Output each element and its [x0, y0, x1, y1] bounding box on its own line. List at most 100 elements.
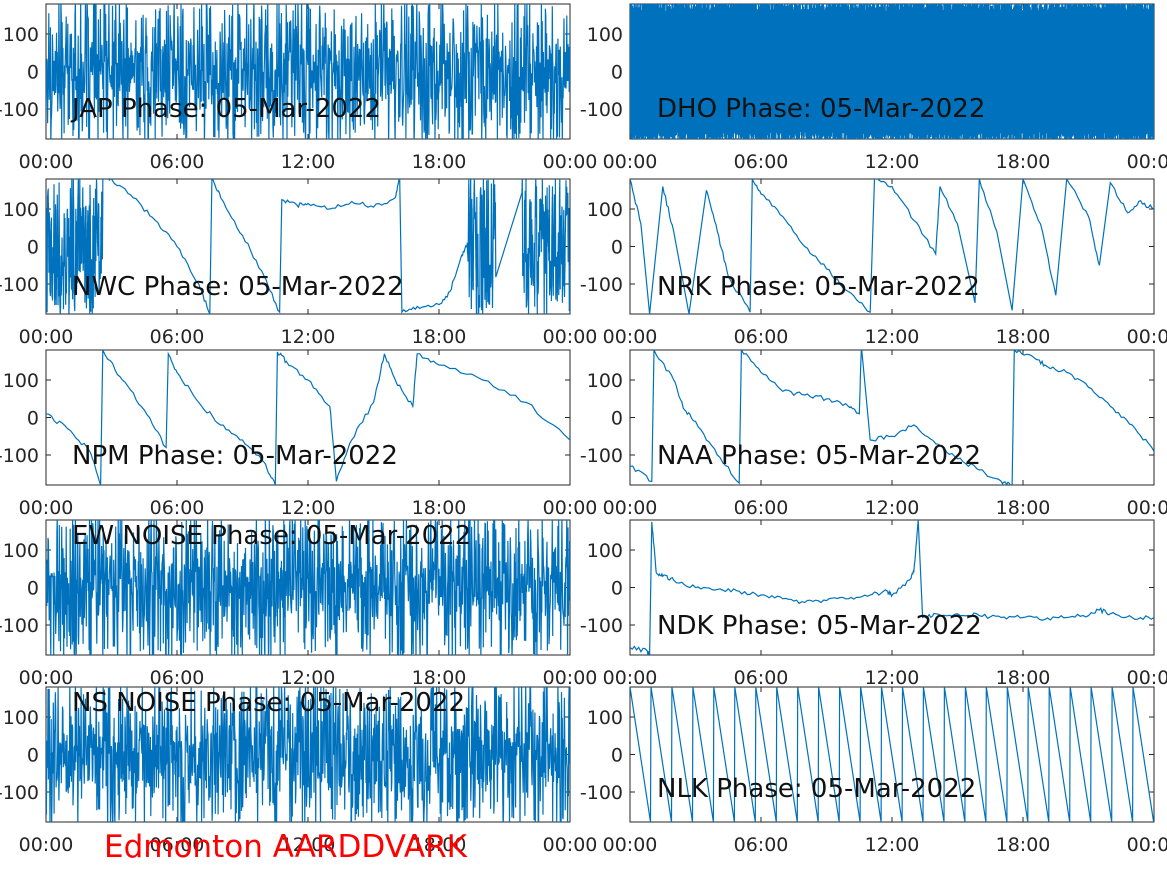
phase-trace [630, 179, 1154, 314]
x-tick-label: 00:00 [543, 151, 598, 173]
y-tick-label: -100 [580, 445, 623, 467]
x-tick-label: 00:00 [543, 497, 598, 519]
y-tick-label: 0 [611, 745, 623, 767]
panel-title: DHO Phase: 05-Mar-2022 [657, 94, 985, 124]
x-tick-label: 00:00 [19, 667, 74, 689]
panel-title: NS NOISE Phase: 05-Mar-2022 [72, 688, 465, 718]
x-tick-label: 18:00 [412, 667, 467, 689]
axes-box [45, 349, 571, 486]
phase-trace [46, 4, 570, 139]
y-tick-label: 100 [3, 24, 39, 46]
x-tick-label: 00:00 [19, 326, 74, 348]
panel-title: NAA Phase: 05-Mar-2022 [657, 441, 981, 471]
y-tick-label: 0 [27, 408, 39, 430]
panel-3: 100 0 -100 00:00 06:00 12:00 18:00 00:00 NRK Pha… [580, 178, 1167, 348]
x-tick-label: 06:00 [734, 497, 789, 519]
x-tick-label: 18:00 [412, 834, 467, 856]
panel-2: 100 0 -100 00:00 06:00 12:00 18:00 00:00 NWC Pha… [0, 178, 597, 348]
x-tick-label: 06:00 [150, 834, 205, 856]
x-tick-label: 06:00 [150, 151, 205, 173]
x-tick-label: 00:00 [603, 667, 658, 689]
x-tick-label: 18:00 [996, 326, 1051, 348]
y-tick-label: 100 [3, 707, 39, 729]
panel-0: 100 0 -100 00:00 06:00 12:00 18:00 00:00 JAP Pha… [0, 3, 598, 173]
panel-6: 100 0 -100 00:00 06:00 12:00 18:00 00:00 EW NOIS… [0, 519, 598, 689]
panel-1: 100 0 -100 00:00 06:00 12:00 18:00 00:00 DHO Pha… [580, 3, 1167, 173]
x-tick-label: 06:00 [150, 667, 205, 689]
y-tick-label: -100 [0, 274, 39, 296]
y-tick-label: -100 [580, 99, 623, 121]
y-tick-label: 100 [3, 540, 39, 562]
x-tick-label: 12:00 [281, 834, 336, 856]
x-tick-label: 12:00 [865, 667, 920, 689]
y-tick-label: -100 [580, 615, 623, 637]
x-tick-label: 12:00 [281, 667, 336, 689]
x-tick-label: 00:00 [603, 326, 658, 348]
y-tick-label: 0 [611, 408, 623, 430]
x-tick-label: 06:00 [150, 497, 205, 519]
panel-title: NWC Phase: 05-Mar-2022 [72, 272, 404, 302]
y-tick-label: 100 [587, 199, 623, 221]
x-tick-label: 00:00 [1127, 151, 1167, 173]
x-tick-label: 00:00 [1127, 667, 1167, 689]
panel-7: 100 0 -100 00:00 06:00 12:00 18:00 00:00 NDK Pha… [580, 519, 1167, 689]
panel-4: 100 0 -100 00:00 06:00 12:00 18:00 00:00 NPM Pha… [0, 349, 598, 519]
panel-title: JAP Phase: 05-Mar-2022 [70, 94, 381, 124]
x-tick-label: 06:00 [734, 834, 789, 856]
x-tick-label: 12:00 [865, 834, 920, 856]
x-tick-label: 12:00 [281, 326, 336, 348]
x-tick-label: 12:00 [281, 151, 336, 173]
y-tick-label: -100 [0, 615, 39, 637]
x-tick-label: 00:00 [1127, 497, 1167, 519]
x-tick-label: 00:00 [19, 497, 74, 519]
panel-title: NPM Phase: 05-Mar-2022 [72, 441, 398, 471]
x-tick-label: 00:00 [1127, 834, 1167, 856]
y-tick-label: 100 [3, 199, 39, 221]
x-tick-label: 18:00 [996, 667, 1051, 689]
x-tick-label: 00:00 [543, 667, 598, 689]
y-tick-label: 0 [27, 237, 39, 259]
x-tick-label: 00:00 [1127, 326, 1167, 348]
x-tick-label: 00:00 [603, 151, 658, 173]
phase-trace [630, 350, 1154, 485]
y-tick-label: -100 [580, 274, 623, 296]
y-tick-label: 100 [587, 540, 623, 562]
x-tick-label: 12:00 [865, 497, 920, 519]
x-tick-label: 06:00 [150, 326, 205, 348]
y-tick-label: 100 [3, 370, 39, 392]
panel-5: 100 0 -100 00:00 06:00 12:00 18:00 00:00 NAA Pha… [580, 349, 1167, 519]
y-tick-label: 100 [587, 24, 623, 46]
panel-title: NDK Phase: 05-Mar-2022 [657, 611, 982, 641]
y-tick-label: -100 [0, 99, 39, 121]
y-tick-label: 0 [611, 578, 623, 600]
y-tick-label: 100 [587, 370, 623, 392]
panel-8: 100 0 -100 00:00 06:00 12:00 18:00 00:00 NS NOIS… [0, 686, 598, 856]
y-tick-label: 0 [27, 62, 39, 84]
panel-title: NLK Phase: 05-Mar-2022 [657, 774, 976, 804]
panel-9: 100 0 -100 00:00 06:00 12:00 18:00 00:00 NLK Pha… [580, 686, 1167, 856]
x-tick-label: 00:00 [543, 834, 598, 856]
x-tick-label: 18:00 [412, 151, 467, 173]
y-tick-label: -100 [0, 782, 39, 804]
x-tick-label: 18:00 [996, 497, 1051, 519]
y-tick-label: 0 [611, 237, 623, 259]
phase-trace [46, 520, 570, 655]
x-tick-label: 00:00 [19, 834, 74, 856]
phase-trace [630, 4, 1154, 139]
x-tick-label: 00:00 [603, 497, 658, 519]
phase-trace [630, 520, 1154, 655]
y-tick-label: 100 [587, 707, 623, 729]
x-tick-label: 18:00 [996, 151, 1051, 173]
x-tick-label: 12:00 [281, 497, 336, 519]
y-tick-label: 0 [27, 578, 39, 600]
site-caption: Edmonton AARDDVARK [104, 829, 468, 865]
panel-title: NRK Phase: 05-Mar-2022 [657, 272, 980, 302]
x-tick-label: 18:00 [412, 326, 467, 348]
panel-title: EW NOISE Phase: 05-Mar-2022 [72, 521, 471, 551]
phase-trace [46, 350, 570, 485]
y-tick-label: -100 [580, 782, 623, 804]
x-tick-label: 00:00 [19, 151, 74, 173]
y-tick-label: 0 [611, 62, 623, 84]
x-tick-label: 12:00 [865, 151, 920, 173]
